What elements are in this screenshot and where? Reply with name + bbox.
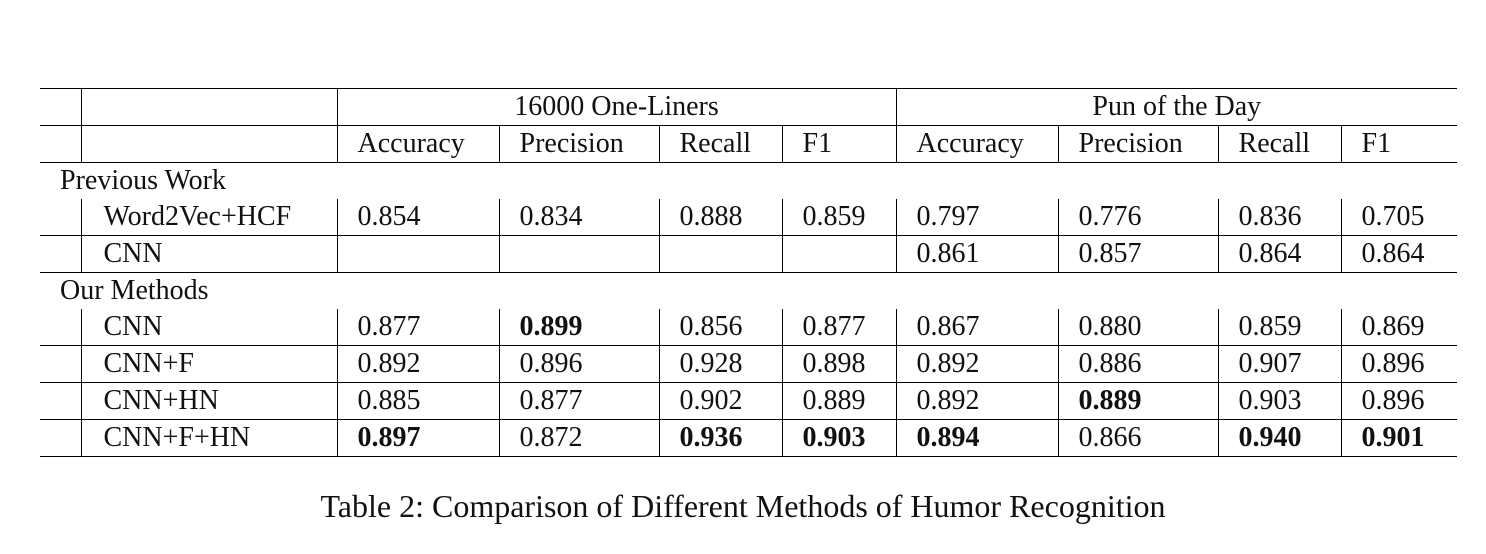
metric-header: Accuracy	[336, 125, 499, 163]
value-cell: 0.889	[1057, 382, 1219, 420]
indent-cell	[40, 309, 81, 346]
value-cell: 0.776	[1057, 199, 1219, 236]
value-cell: 0.861	[895, 235, 1059, 273]
metric-header: F1	[781, 125, 897, 163]
group-header-pun-of-the-day: Pun of the Day	[895, 88, 1458, 126]
value-cell: 0.892	[895, 345, 1059, 383]
value-cell: 0.936	[658, 419, 782, 457]
value-cell: 0.864	[1217, 235, 1342, 273]
value-cell	[658, 235, 782, 273]
value-cell: 0.940	[1217, 419, 1342, 457]
method-name: CNN	[80, 235, 337, 273]
metric-header: Precision	[1057, 125, 1219, 163]
table-row: CNN 0.861 0.857 0.864 0.864	[40, 235, 1458, 273]
table-row: CNN+F 0.892 0.896 0.928 0.898 0.892 0.886 0.907…	[40, 345, 1458, 383]
method-name: CNN+HN	[80, 382, 337, 420]
method-name: Word2Vec+HCF	[80, 199, 337, 236]
value-cell: 0.898	[781, 345, 897, 383]
value-cell: 0.897	[336, 419, 499, 457]
metric-header: Precision	[498, 125, 659, 163]
metric-header-row: Accuracy Precision Recall F1 Accuracy Pr…	[40, 125, 1458, 163]
value-cell: 0.896	[498, 345, 659, 383]
value-cell	[781, 235, 897, 273]
indent-cell	[40, 235, 81, 273]
value-cell: 0.877	[498, 382, 659, 420]
indent-cell	[40, 345, 81, 383]
method-name: CNN+F+HN	[80, 419, 337, 457]
value-cell: 0.903	[781, 419, 897, 457]
value-cell: 0.705	[1340, 199, 1458, 236]
value-cell: 0.877	[336, 309, 499, 346]
section-label: Previous Work	[60, 165, 227, 196]
value-cell: 0.888	[658, 199, 782, 236]
table-caption: Table 2: Comparison of Different Methods…	[320, 488, 1166, 524]
method-name: CNN+F	[80, 345, 337, 383]
value-cell: 0.859	[781, 199, 897, 236]
value-cell: 0.902	[658, 382, 782, 420]
value-cell: 0.901	[1340, 419, 1458, 457]
table-row: CNN+HN 0.885 0.877 0.902 0.889 0.892 0.889 0.90…	[40, 382, 1458, 420]
value-cell: 0.834	[498, 199, 659, 236]
method-name: CNN	[80, 309, 337, 346]
indent-cell	[40, 419, 81, 457]
value-cell: 0.859	[1217, 309, 1342, 346]
value-cell	[498, 235, 659, 273]
value-cell: 0.877	[781, 309, 897, 346]
section-label: Our Methods	[60, 275, 209, 306]
section-row: Previous Work	[40, 163, 1457, 200]
group-header-one-liners: 16000 One-Liners	[336, 88, 897, 126]
value-cell: 0.928	[658, 345, 782, 383]
value-cell: 0.872	[498, 419, 659, 457]
table-row: CNN 0.877 0.899 0.856 0.877 0.867 0.880 0.859 0.…	[40, 309, 1458, 346]
value-cell: 0.857	[1057, 235, 1219, 273]
value-cell: 0.880	[1057, 309, 1219, 346]
table-body: 16000 One-Liners Pun of the Day Accuracy…	[40, 88, 1458, 457]
value-cell: 0.886	[1057, 345, 1219, 383]
metric-header: Accuracy	[895, 125, 1059, 163]
indent-cell	[40, 382, 81, 420]
table-row: CNN+F+HN 0.897 0.872 0.936 0.903 0.894 0.866 0.…	[40, 419, 1458, 457]
table-row: Word2Vec+HCF 0.854 0.834 0.888 0.859 0.797 0.7…	[40, 199, 1458, 236]
metric-header: Recall	[658, 125, 782, 163]
value-cell	[336, 235, 499, 273]
metric-header: F1	[1340, 125, 1458, 163]
value-cell: 0.864	[1340, 235, 1458, 273]
value-cell: 0.797	[895, 199, 1059, 236]
value-cell: 0.903	[1217, 382, 1342, 420]
value-cell: 0.892	[336, 345, 499, 383]
value-cell: 0.894	[895, 419, 1059, 457]
empty-cell	[40, 88, 81, 126]
value-cell: 0.869	[1340, 309, 1458, 346]
empty-cell	[80, 88, 337, 126]
value-cell: 0.885	[336, 382, 499, 420]
value-cell: 0.867	[895, 309, 1059, 346]
value-cell: 0.856	[658, 309, 782, 346]
value-cell: 0.899	[498, 309, 659, 346]
empty-cell	[80, 125, 337, 163]
value-cell: 0.866	[1057, 419, 1219, 457]
metric-header: Recall	[1217, 125, 1342, 163]
empty-cell	[40, 125, 81, 163]
results-table: 16000 One-Liners Pun of the Day Accuracy…	[40, 88, 1458, 457]
group-header-row: 16000 One-Liners Pun of the Day	[40, 88, 1458, 126]
value-cell: 0.896	[1340, 345, 1458, 383]
value-cell: 0.889	[781, 382, 897, 420]
value-cell: 0.892	[895, 382, 1059, 420]
section-row: Our Methods	[40, 273, 1457, 310]
indent-cell	[40, 199, 81, 236]
value-cell: 0.854	[336, 199, 499, 236]
value-cell: 0.836	[1217, 199, 1342, 236]
value-cell: 0.896	[1340, 382, 1458, 420]
value-cell: 0.907	[1217, 345, 1342, 383]
